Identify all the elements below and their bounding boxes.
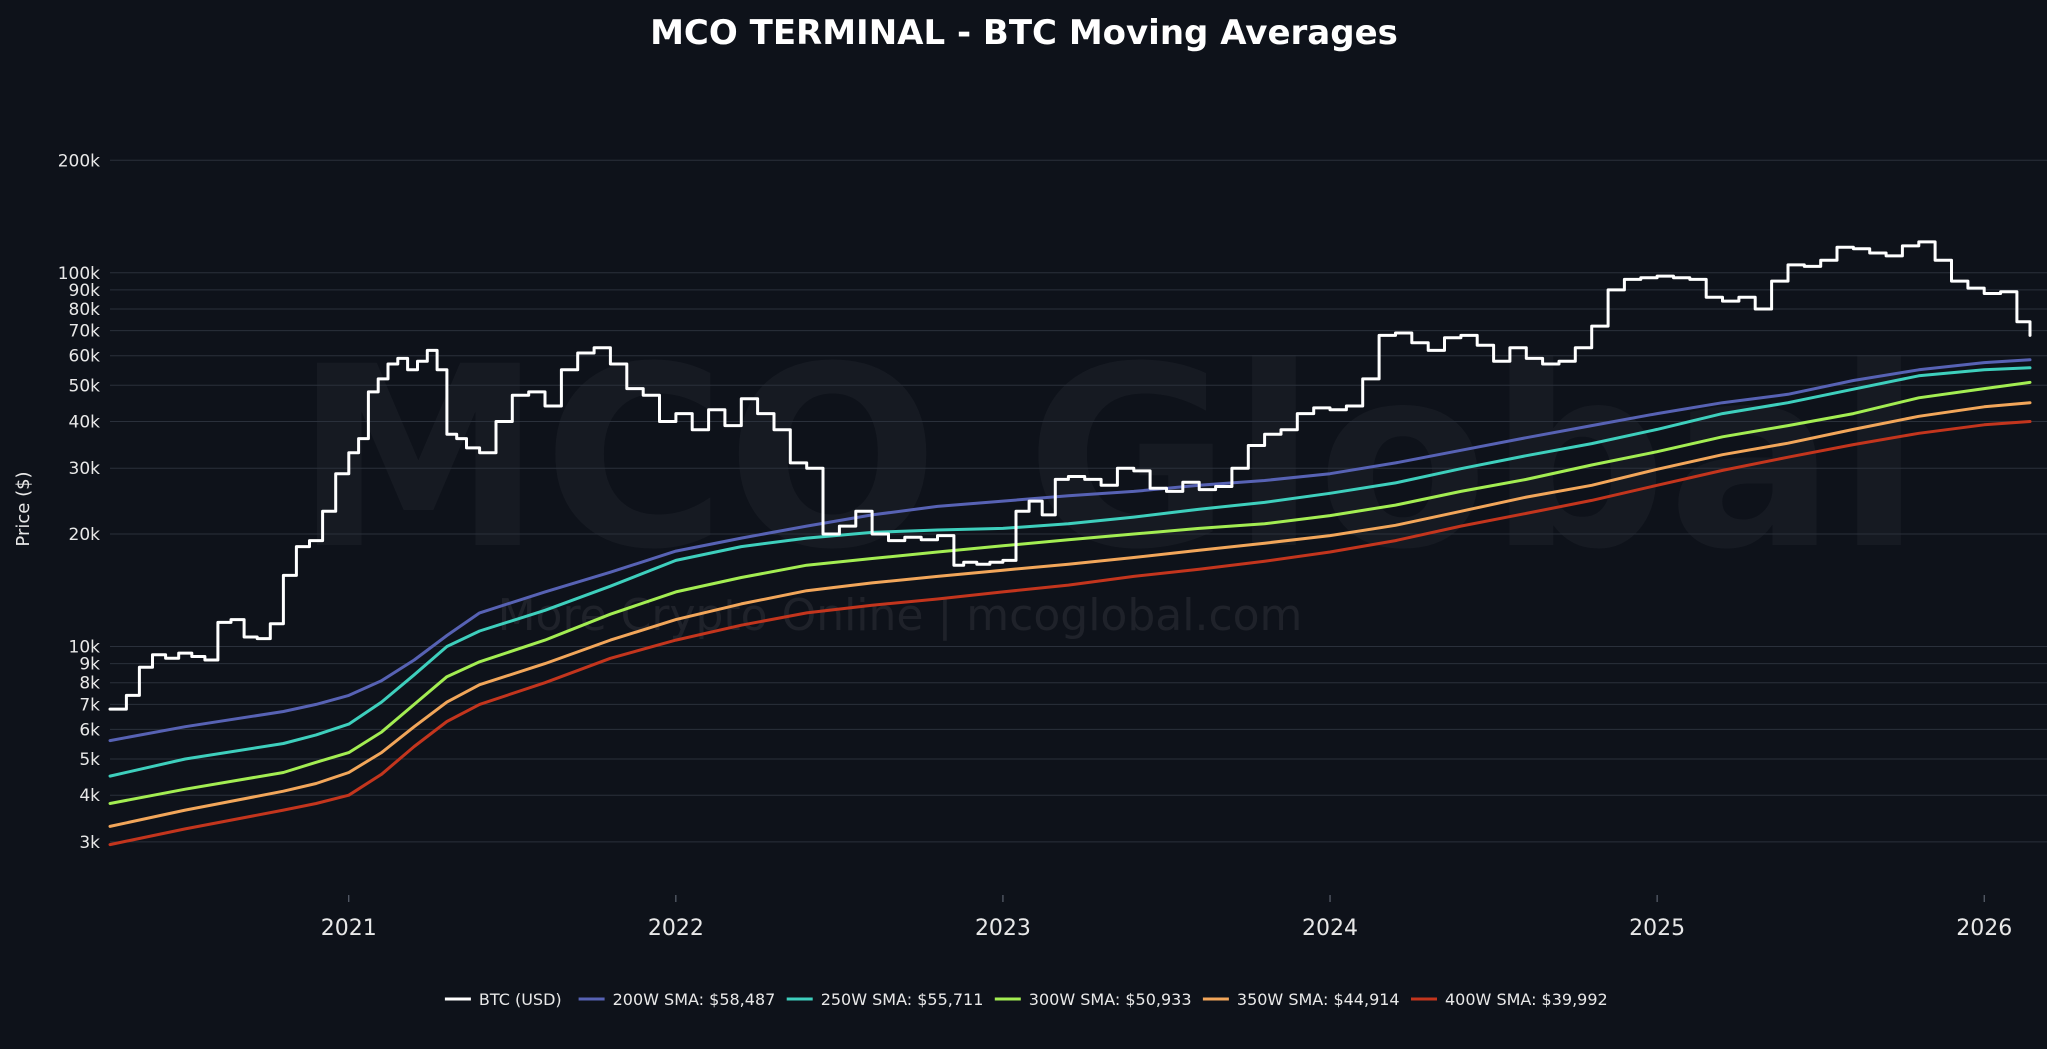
legend-item[interactable]: 400W SMA: $39,992 xyxy=(1411,990,1608,1009)
y-tick-label: 40k xyxy=(69,412,101,432)
x-tick-label: 2026 xyxy=(1956,916,2012,941)
legend[interactable]: BTC (USD) 200W SMA: $58,487 250W SMA: $55,… xyxy=(444,990,1608,1009)
y-tick-label: 100k xyxy=(58,264,100,284)
legend-item[interactable]: 350W SMA: $44,914 xyxy=(1202,990,1400,1009)
legend-item[interactable]: 200W SMA: $58,487 xyxy=(578,990,776,1009)
series-layer xyxy=(108,240,2032,847)
legend-label: 400W SMA: $39,992 xyxy=(1445,990,1608,1009)
x-tick-label: 2021 xyxy=(321,916,377,941)
x-tick-label: 2025 xyxy=(1629,916,1685,941)
y-tick-label: 5k xyxy=(79,750,100,770)
series-line-400w-sma xyxy=(108,420,2032,847)
y-tick-label: 6k xyxy=(79,720,100,740)
x-tick-label: 2022 xyxy=(648,916,704,941)
y-tick-label: 30k xyxy=(69,459,101,479)
x-axis: 2021 2022 2023 2024 2025 2026 xyxy=(321,895,2012,941)
y-tick-label: 20k xyxy=(69,525,101,545)
series-line-btc-usd xyxy=(108,240,2032,711)
y-tick-label: 3k xyxy=(79,833,100,853)
y-tick-label: 80k xyxy=(69,300,101,320)
y-tick-label: 10k xyxy=(69,637,101,657)
watermark-sub: More Crypto Online | mcoglobal.com xyxy=(498,590,1303,641)
y-tick-label: 50k xyxy=(69,376,101,396)
y-axis-label: Price ($) xyxy=(13,471,34,546)
legend-label: 350W SMA: $44,914 xyxy=(1237,990,1400,1009)
grid xyxy=(110,159,2047,843)
series-line-200w-sma xyxy=(108,358,2032,743)
legend-label: BTC (USD) xyxy=(479,990,562,1009)
legend-label: 250W SMA: $55,711 xyxy=(821,990,984,1009)
y-tick-label: 60k xyxy=(69,347,101,367)
series-line-300w-sma xyxy=(108,380,2032,805)
series-line-250w-sma xyxy=(108,366,2032,778)
y-tick-label: 9k xyxy=(79,655,100,675)
y-tick-label: 90k xyxy=(69,281,101,301)
x-tick-label: 2023 xyxy=(975,916,1031,941)
y-tick-label: 7k xyxy=(79,695,100,715)
watermark: MCO Global More Crypto Online | mcogloba… xyxy=(498,590,1303,641)
y-tick-label: 70k xyxy=(69,322,101,342)
legend-item[interactable]: 250W SMA: $55,711 xyxy=(786,990,984,1009)
y-tick-label: 200k xyxy=(58,151,100,171)
legend-label: 300W SMA: $50,933 xyxy=(1029,990,1192,1009)
legend-item[interactable]: 300W SMA: $50,933 xyxy=(994,990,1192,1009)
x-tick-label: 2024 xyxy=(1302,916,1358,941)
legend-label: 200W SMA: $58,487 xyxy=(613,990,776,1009)
y-tick-label: 4k xyxy=(79,786,100,806)
series-line-350w-sma xyxy=(108,401,2032,828)
chart-title: MCO TERMINAL - BTC Moving Averages xyxy=(650,13,1398,53)
legend-item[interactable]: BTC (USD) xyxy=(444,990,562,1009)
y-tick-label: 8k xyxy=(79,674,100,694)
